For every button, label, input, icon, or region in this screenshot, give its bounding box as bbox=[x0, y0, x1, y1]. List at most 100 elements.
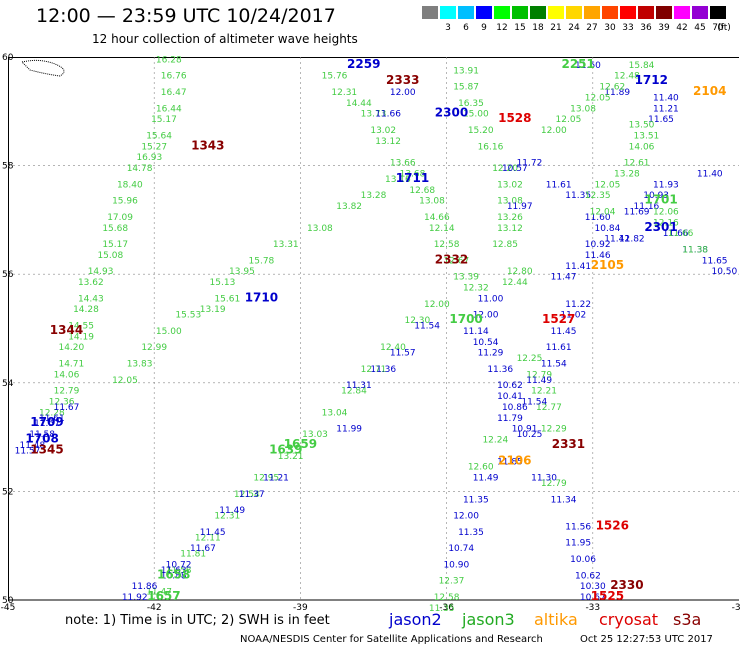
wave-height-value: 12.68 bbox=[409, 186, 435, 196]
pass-time-label: 2259 bbox=[347, 57, 380, 71]
legend-swatch-label: 24 bbox=[568, 23, 580, 33]
x-tick-label: -42 bbox=[147, 603, 162, 613]
wave-height-value: 15.78 bbox=[249, 256, 275, 266]
wave-height-value: 11.57 bbox=[34, 419, 60, 429]
pass-time-label: 2300 bbox=[435, 106, 468, 120]
wave-height-value: 11.65 bbox=[648, 115, 674, 125]
wave-height-value: 13.04 bbox=[322, 408, 348, 418]
wave-height-value: 10.57 bbox=[502, 164, 528, 174]
wave-height-value: 12.99 bbox=[141, 343, 167, 353]
wave-height-value: 11.46 bbox=[585, 251, 611, 261]
wave-height-value: 11.42 bbox=[604, 235, 630, 245]
wave-height-value: 12.28 bbox=[39, 408, 65, 418]
wave-height-value: 12.30 bbox=[404, 316, 430, 326]
legend-swatch-label: 70 bbox=[712, 23, 724, 33]
wave-height-value: 12.35 bbox=[585, 191, 611, 201]
wave-height-value: 12.37 bbox=[439, 577, 465, 587]
wave-height-value: 16.16 bbox=[478, 142, 504, 152]
pass-time-label: 2331 bbox=[552, 437, 585, 451]
wave-height-value: 18.40 bbox=[117, 180, 143, 190]
legend-swatch bbox=[476, 6, 492, 19]
wave-height-value: 11.66 bbox=[375, 110, 401, 120]
legend-jason3: jason3 bbox=[462, 610, 515, 629]
wave-height-value: 10.72 bbox=[166, 560, 192, 570]
legend-swatch bbox=[674, 6, 690, 19]
wave-height-value: 13.16 bbox=[385, 175, 411, 185]
wave-height-value: 11.69 bbox=[624, 207, 650, 217]
wave-height-value: 11.54 bbox=[521, 398, 547, 408]
wave-height-value: 14.19 bbox=[68, 332, 94, 342]
wave-height-value: 11.93 bbox=[653, 180, 679, 190]
pass-time-label: 1709 bbox=[30, 415, 63, 429]
page-subtitle: 12 hour collection of altimeter wave hei… bbox=[92, 32, 358, 46]
wave-height-value: 12.00 bbox=[473, 311, 499, 321]
wave-height-value: 11.89 bbox=[604, 88, 630, 98]
wave-height-value: 12.44 bbox=[502, 278, 528, 288]
legend-swatch bbox=[548, 6, 564, 19]
wave-height-value: 11.79 bbox=[497, 414, 523, 424]
x-tick-label: -36 bbox=[439, 603, 454, 613]
wave-height-value: 11.58 bbox=[166, 566, 192, 576]
wave-height-value: 11.86 bbox=[132, 582, 158, 592]
wave-height-value: 12.29 bbox=[541, 425, 567, 435]
wave-height-value: 12.40 bbox=[380, 343, 406, 353]
pass-time-label: 1700 bbox=[449, 312, 482, 326]
pass-time-label: 2106 bbox=[498, 453, 531, 467]
wave-height-value: 13.95 bbox=[229, 267, 255, 277]
wave-height-value: 11.38 bbox=[682, 245, 708, 255]
pass-time-label: 2301 bbox=[644, 220, 677, 234]
coastline-shape bbox=[21, 59, 65, 77]
x-tick-label: -30 bbox=[732, 603, 740, 613]
wave-height-value: 10.84 bbox=[595, 224, 621, 234]
wave-height-value: 10.62 bbox=[575, 571, 601, 581]
y-tick-label: 56 bbox=[2, 270, 14, 280]
legend-altika: altika bbox=[534, 610, 578, 629]
wave-height-value: 12.00 bbox=[390, 88, 416, 98]
pass-time-label: 1525 bbox=[591, 589, 624, 603]
wave-height-value: 13.26 bbox=[497, 213, 523, 223]
wave-height-value: 11.60 bbox=[575, 61, 601, 71]
wave-height-value: 12.16 bbox=[653, 218, 679, 228]
wave-height-value: 13.28 bbox=[614, 169, 640, 179]
wave-height-value: 10.62 bbox=[497, 381, 523, 391]
wave-height-value: 15.17 bbox=[151, 115, 177, 125]
x-tick-label: -39 bbox=[293, 603, 308, 613]
pass-time-label: 1343 bbox=[191, 138, 224, 152]
wave-height-value: 11.31 bbox=[346, 381, 372, 391]
wave-height-value: 12.05 bbox=[556, 115, 582, 125]
wave-height-value: 12.60 bbox=[468, 463, 494, 473]
legend-swatch bbox=[512, 6, 528, 19]
legend-jason2: jason2 bbox=[389, 610, 442, 629]
wave-height-value: 15.96 bbox=[112, 197, 138, 207]
wave-height-value: 11.35 bbox=[429, 604, 455, 614]
y-tick-label: 52 bbox=[2, 487, 13, 497]
legend-swatch bbox=[494, 6, 510, 19]
wave-height-value: 13.62 bbox=[78, 278, 104, 288]
wave-height-value: 13.08 bbox=[497, 197, 523, 207]
y-tick-label: 54 bbox=[2, 379, 14, 389]
wave-height-value: 12.67 bbox=[443, 256, 469, 266]
wave-height-value: 11.61 bbox=[546, 343, 572, 353]
wave-height-value: 13.03 bbox=[302, 430, 328, 440]
legend-swatch-label: 27 bbox=[586, 23, 598, 33]
wave-height-value: 11.72 bbox=[517, 159, 543, 169]
pass-time-label: 2330 bbox=[610, 578, 643, 592]
wave-height-value: 11.60 bbox=[585, 213, 611, 223]
wave-height-value: 15.08 bbox=[97, 251, 123, 261]
wave-height-value: 12.80 bbox=[507, 267, 533, 277]
pass-time-label: 1710 bbox=[245, 290, 278, 304]
wave-height-value: 12.20 bbox=[492, 164, 518, 174]
wave-height-value: 12.58 bbox=[434, 593, 460, 603]
pass-time-label: 2105 bbox=[591, 258, 624, 272]
wave-height-value: 15.61 bbox=[214, 294, 240, 304]
wave-height-value: 12.62 bbox=[599, 83, 625, 93]
wave-height-value: 16.35 bbox=[458, 99, 484, 109]
pass-time-label: 1639 bbox=[269, 442, 302, 456]
wave-height-value: 16.47 bbox=[161, 88, 187, 98]
legend-swatch-label: 33 bbox=[622, 23, 634, 33]
wave-height-value: 15.20 bbox=[468, 126, 494, 136]
legend-unit: (ft) bbox=[717, 23, 731, 33]
wave-height-value: 11.00 bbox=[478, 294, 504, 304]
wave-height-value: 11.66 bbox=[663, 229, 689, 239]
